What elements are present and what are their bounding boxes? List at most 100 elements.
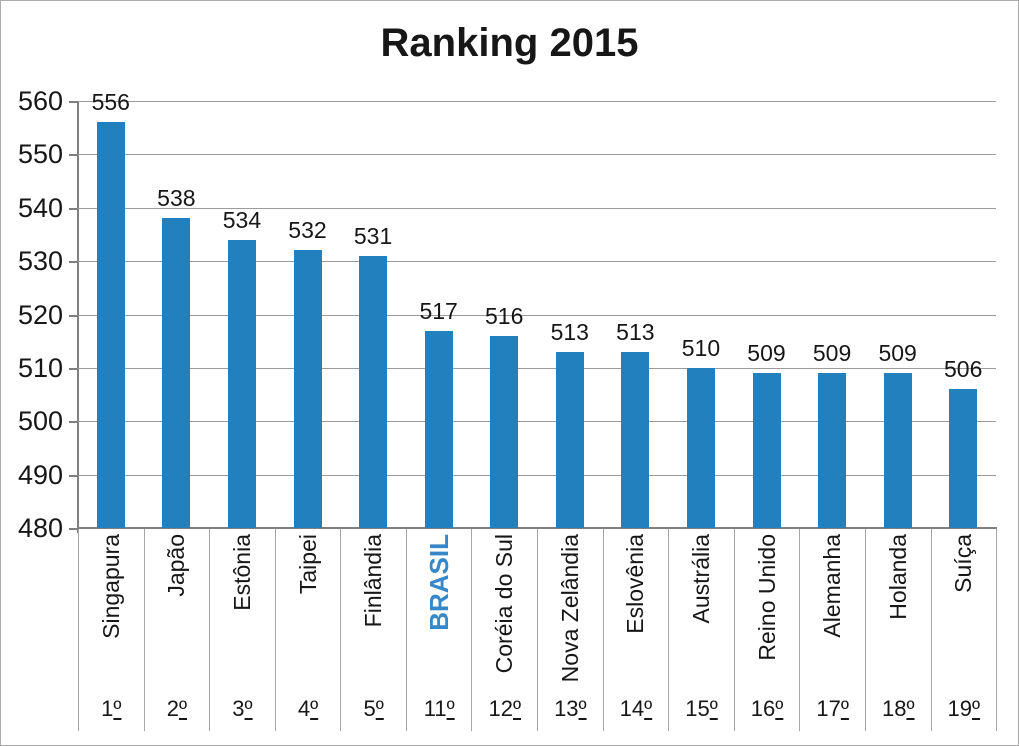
bar-value-label: 531 [353,222,393,249]
y-axis-tick [69,314,77,317]
gridline [78,261,996,263]
bar [293,250,322,528]
rank-ordinal-suffix: º [578,696,587,721]
rank-number: 15 [685,696,710,721]
bar [949,389,978,528]
category-name-zone: Nova Zelândia [538,529,603,687]
category-name-zone: Reino Unido [735,529,800,687]
gridline [78,207,996,209]
category-label: Singapura [97,534,124,639]
bar-value-label: 509 [747,340,786,367]
category-label: Coréia do Sul [491,534,518,674]
bar [227,239,256,528]
bar [490,335,519,528]
bar [424,330,453,528]
category-name-zone: Finlândia [341,529,406,687]
category-name-zone: Alemanha [800,529,865,687]
category-name-zone: Eslovênia [604,529,669,687]
y-axis-tick [69,528,77,530]
plot-area: 556 538 534 532 531 517 516 513 513 510 509 509 509 5… [78,89,996,528]
rank-number: 17 [816,696,841,721]
category-cell: Suíça 19 º [932,529,998,731]
rank-ordinal-suffix: º [644,696,653,721]
category-cell: Coréia do Sul 12 º [472,529,539,731]
bar-value-label: 534 [222,206,262,233]
category-label: Suíça [950,534,977,593]
rank-ordinal-suffix: º [840,696,849,721]
rank-number: 11 [423,696,447,721]
category-name-zone: Estônia [210,529,275,687]
rank-ordinal-suffix: º [113,696,122,721]
category-label: Reino Unido [753,534,780,661]
bar-value-label: 510 [681,334,721,361]
rank-ordinal-suffix: º [709,696,718,721]
rank-number: 5 [363,696,376,721]
y-axis-tick-label: 550 [17,139,63,170]
y-axis-tick [69,154,77,157]
y-axis-tick [69,207,77,210]
gridline [78,367,996,369]
x-axis-category-band: Singapura 1 º Japão 2 º Estônia 3 º Taipei 4 º Finlâ… [78,529,998,731]
rank-number: 4 [297,696,311,721]
bar-value-label: 513 [550,318,589,345]
rank-number: 19 [947,696,973,721]
rank-label: 17 º [800,687,865,731]
bar-value-label: 538 [157,185,196,212]
category-name-zone: Taipei [276,529,341,687]
gridline [78,474,996,476]
category-label: Eslovênia [622,534,649,634]
bar [555,351,584,528]
rank-number: 3 [232,696,245,721]
category-name-zone: BRASIL [407,529,472,687]
rank-label: 15 º [669,687,734,731]
category-cell: Finlândia 5 º [341,529,407,731]
category-name-zone: Austrália [669,529,734,687]
rank-number: 16 [750,696,776,721]
bar [818,373,847,528]
category-name-zone: Suíça [932,529,997,687]
rank-number: 14 [619,696,645,721]
bar-value-label: 517 [419,297,458,324]
bar [752,373,781,528]
category-name-zone: Japão [145,529,210,687]
rank-label: 12 º [472,687,537,731]
rank-ordinal-suffix: º [906,696,915,721]
y-axis-tick [69,101,77,103]
y-axis-tick-label: 560 [17,86,63,116]
x-axis-line [77,527,997,529]
y-axis-line [77,101,79,533]
y-axis-tick-label: 530 [17,246,63,277]
bar-value-label: 509 [812,340,852,367]
bar-value-label: 532 [288,217,327,244]
bar [883,373,912,528]
bar [96,122,125,528]
bar-value-label: 556 [91,89,130,116]
category-cell: Alemanha 17 º [800,529,866,731]
category-label: Holanda [884,534,911,620]
rank-label: 19 º [932,687,997,731]
chart-title: Ranking 2015 [380,21,639,65]
gridline [78,421,996,423]
category-name-zone: Holanda [866,529,931,687]
category-label: Alemanha [819,534,846,638]
category-cell: Eslovênia 14 º [604,529,670,731]
y-axis-tick-label: 500 [17,406,63,437]
rank-number: 13 [554,696,579,721]
rank-label: 11 º [407,687,472,731]
rank-number: 18 [881,696,907,721]
category-cell: Estônia 3 º [210,529,276,731]
y-axis-tick [69,261,77,264]
category-label: Nova Zelândia [556,534,583,683]
rank-label: 18 º [866,687,931,731]
bar [621,351,650,528]
gridline [78,154,996,156]
bar-value-label: 509 [878,340,917,367]
rank-number: 1 [101,696,114,721]
rank-ordinal-suffix: º [775,696,784,721]
bar-value-label: 516 [485,302,524,329]
category-cell: Taipei 4 º [276,529,342,731]
